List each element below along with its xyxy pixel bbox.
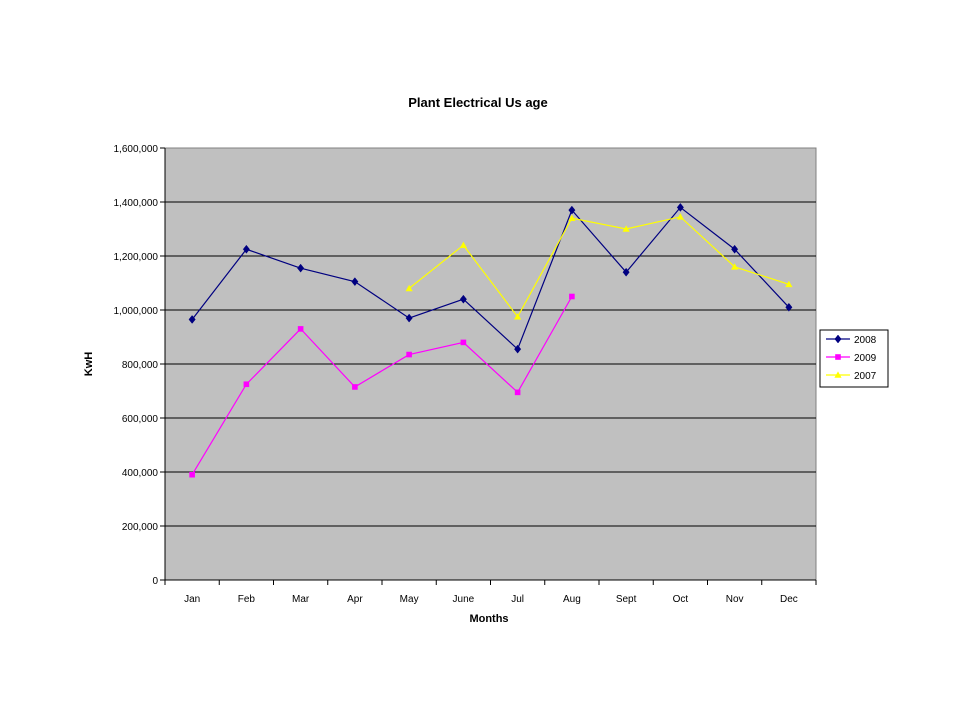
y-tick-label: 400,000 xyxy=(122,468,159,479)
data-point-2009 xyxy=(569,293,575,300)
series-line-2007 xyxy=(408,216,790,318)
x-tick-label: May xyxy=(400,594,419,605)
legend-label: 2009 xyxy=(854,353,877,364)
x-tick-label: Dec xyxy=(780,594,798,605)
data-point-2008 xyxy=(459,294,467,304)
series-line-2008 xyxy=(191,206,790,351)
x-tick-label: Apr xyxy=(347,594,363,605)
legend-swatch-marker xyxy=(834,371,842,378)
data-point-2008 xyxy=(676,202,684,212)
data-point-2008 xyxy=(405,313,413,323)
y-axis-title: KwH xyxy=(83,352,95,377)
x-tick-label: June xyxy=(453,594,475,605)
legend-items: 2008 2009 2007 xyxy=(826,334,877,382)
series-line-2009 xyxy=(191,296,573,476)
y-tick-label: 1,400,000 xyxy=(114,198,159,209)
data-point-2009 xyxy=(243,381,250,388)
data-point-2007 xyxy=(568,214,576,221)
x-tick-label: Oct xyxy=(673,594,689,605)
data-point-2008 xyxy=(568,205,576,215)
y-tick-label: 1,600,000 xyxy=(114,144,159,155)
x-tick-label: Aug xyxy=(563,594,581,605)
data-point-2007 xyxy=(676,213,684,220)
data-point-2009 xyxy=(460,339,467,346)
x-axis-title: Months xyxy=(469,613,508,625)
data-point-2007 xyxy=(731,263,739,270)
x-tick-labels: Jan Feb Mar Apr May June Jul Aug Sept Oct Nov Dec xyxy=(184,594,798,605)
data-point-2007 xyxy=(622,225,630,232)
data-point-2009 xyxy=(352,384,358,390)
y-tick-label: 1,000,000 xyxy=(114,306,159,317)
data-point-2008 xyxy=(188,315,196,324)
data-point-2008 xyxy=(785,302,793,312)
data-point-2007 xyxy=(405,284,413,292)
data-point-2009 xyxy=(514,389,521,396)
y-tick-label: 200,000 xyxy=(122,522,159,533)
axes xyxy=(160,147,817,585)
data-point-2008 xyxy=(297,263,305,273)
y-tick-label: 800,000 xyxy=(122,360,159,371)
x-tick-label: Sept xyxy=(616,594,637,605)
legend-swatch-marker xyxy=(835,354,841,360)
x-tick-label: Feb xyxy=(238,594,256,605)
data-point-2009 xyxy=(406,351,412,358)
legend-swatch-marker xyxy=(834,334,842,344)
data-point-2008 xyxy=(242,244,250,254)
legend-label: 2007 xyxy=(854,371,877,382)
legend: 2008 2009 2007 xyxy=(819,329,889,388)
legend-label: 2008 xyxy=(854,335,877,346)
gridlines xyxy=(165,201,816,527)
data-point-2007 xyxy=(459,241,467,248)
chart-title: Plant Electrical Us age xyxy=(408,95,547,110)
x-tick-label: Jul xyxy=(511,594,524,605)
data-point-2008 xyxy=(514,344,522,354)
data-point-2007 xyxy=(514,313,522,320)
data-point-2007 xyxy=(785,280,793,288)
series-lines xyxy=(191,206,790,476)
y-tick-label: 1,200,000 xyxy=(114,252,159,263)
data-point-2008 xyxy=(351,277,359,287)
x-tick-label: Nov xyxy=(726,594,744,605)
data-point-2008 xyxy=(622,267,630,277)
series-markers xyxy=(188,202,793,478)
data-point-2009 xyxy=(189,471,195,478)
x-tick-label: Mar xyxy=(292,594,310,605)
x-tick-label: Jan xyxy=(184,594,200,605)
y-tick-label: 600,000 xyxy=(122,414,159,425)
y-tick-label: 0 xyxy=(152,576,158,587)
y-tick-labels: 0 200,000 400,000 600,000 800,000 1,000,000 1,… xyxy=(114,144,159,587)
data-point-2009 xyxy=(297,326,304,332)
data-point-2008 xyxy=(731,244,739,254)
